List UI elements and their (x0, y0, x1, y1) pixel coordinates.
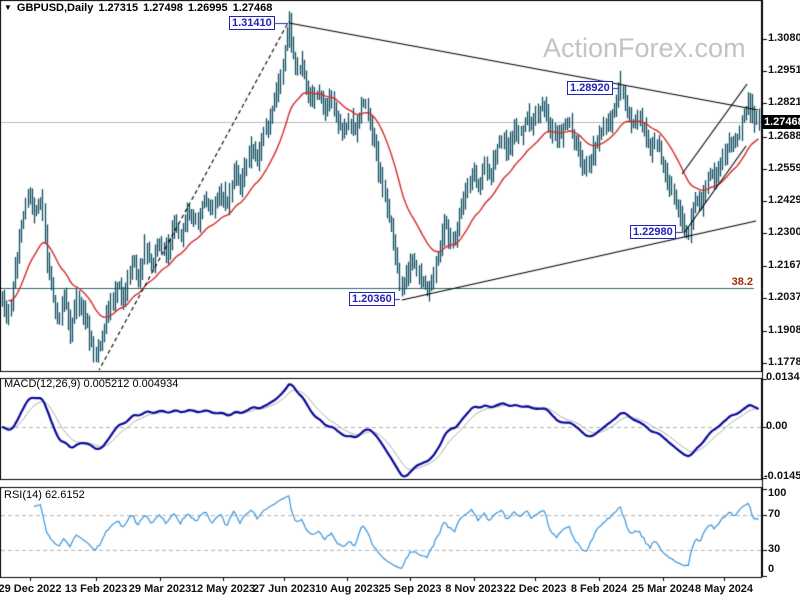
date-axis-label: 8 Nov 2023 (445, 583, 503, 595)
quote-open: 1.27315 (98, 2, 139, 14)
watermark: ActionForex.com (543, 33, 746, 63)
rsi-axis-label: 70 (768, 508, 781, 520)
swing-price-label: 1.28920 (567, 81, 613, 95)
price-axis-label: 1.19080 (768, 324, 800, 336)
quote-low: 1.26995 (187, 2, 228, 14)
swing-price-label: 1.22980 (630, 225, 676, 239)
date-axis-label: 8 Feb 2024 (570, 583, 628, 595)
price-axis-label: 1.17785 (768, 356, 800, 368)
symbol-timeframe-label: GBPUSD,Daily (16, 2, 94, 14)
current-price-badge: 1.27468 (762, 115, 800, 129)
price-axis-label: 1.24295 (768, 194, 800, 206)
date-axis-label: 25 Mar 2024 (631, 583, 695, 595)
price-axis-label: 1.26885 (768, 130, 800, 142)
rsi-value: 62.6152 (44, 489, 85, 501)
date-axis-label: 27 Jun 2023 (252, 583, 316, 595)
date-axis-label: 10 Aug 2023 (315, 583, 379, 595)
price-axis-label: 1.28215 (768, 96, 800, 108)
macd-axis-min-label: -0.014554 (764, 470, 800, 482)
macd-indicator-label: MACD(12,26,9) 0.005212 0.004934 (4, 378, 179, 390)
fib-38.2-label: 38.2 (731, 276, 753, 288)
date-axis-label: 29 Dec 2022 (0, 583, 62, 595)
swing-price-label: 1.31410 (229, 16, 275, 30)
macd-axis-max-label: 0.013489 (766, 371, 800, 383)
symbol-dropdown-arrow-icon[interactable]: ▼ (4, 3, 12, 12)
price-axis-label: 1.30805 (768, 32, 800, 44)
price-axis-label: 1.25590 (768, 162, 800, 174)
price-axis-label: 1.21670 (768, 259, 800, 271)
date-axis-label: 22 Dec 2023 (503, 583, 567, 595)
price-axis-label: 1.20375 (768, 291, 800, 303)
macd-signal-value: 0.004934 (132, 378, 179, 390)
price-axis-label: 1.29510 (768, 64, 800, 76)
date-axis-label: 12 May 2023 (190, 583, 256, 595)
quote-high: 1.27498 (143, 2, 183, 14)
date-axis-label: 29 Mar 2023 (128, 583, 192, 595)
rsi-indicator-label: RSI(14) 62.6152 (4, 489, 85, 501)
swing-price-label: 1.20360 (349, 292, 395, 306)
date-axis-label: 25 Sep 2023 (378, 583, 442, 595)
date-axis-label: 8 May 2024 (694, 583, 754, 595)
price-axis-label: 1.23000 (768, 226, 800, 238)
rsi-axis-label: 0 (768, 563, 775, 575)
date-axis-label: 13 Feb 2023 (64, 583, 128, 595)
chart-header: ▼ GBPUSD,Daily 1.27315 1.27498 1.26995 1.2746… (4, 2, 272, 14)
macd-axis-zero-label: 0.00 (766, 420, 788, 432)
rsi-axis-label: 100 (768, 487, 787, 499)
quote-close: 1.27468 (232, 2, 273, 14)
macd-main-value: 0.005212 (83, 378, 130, 390)
rsi-axis-label: 30 (768, 543, 781, 555)
